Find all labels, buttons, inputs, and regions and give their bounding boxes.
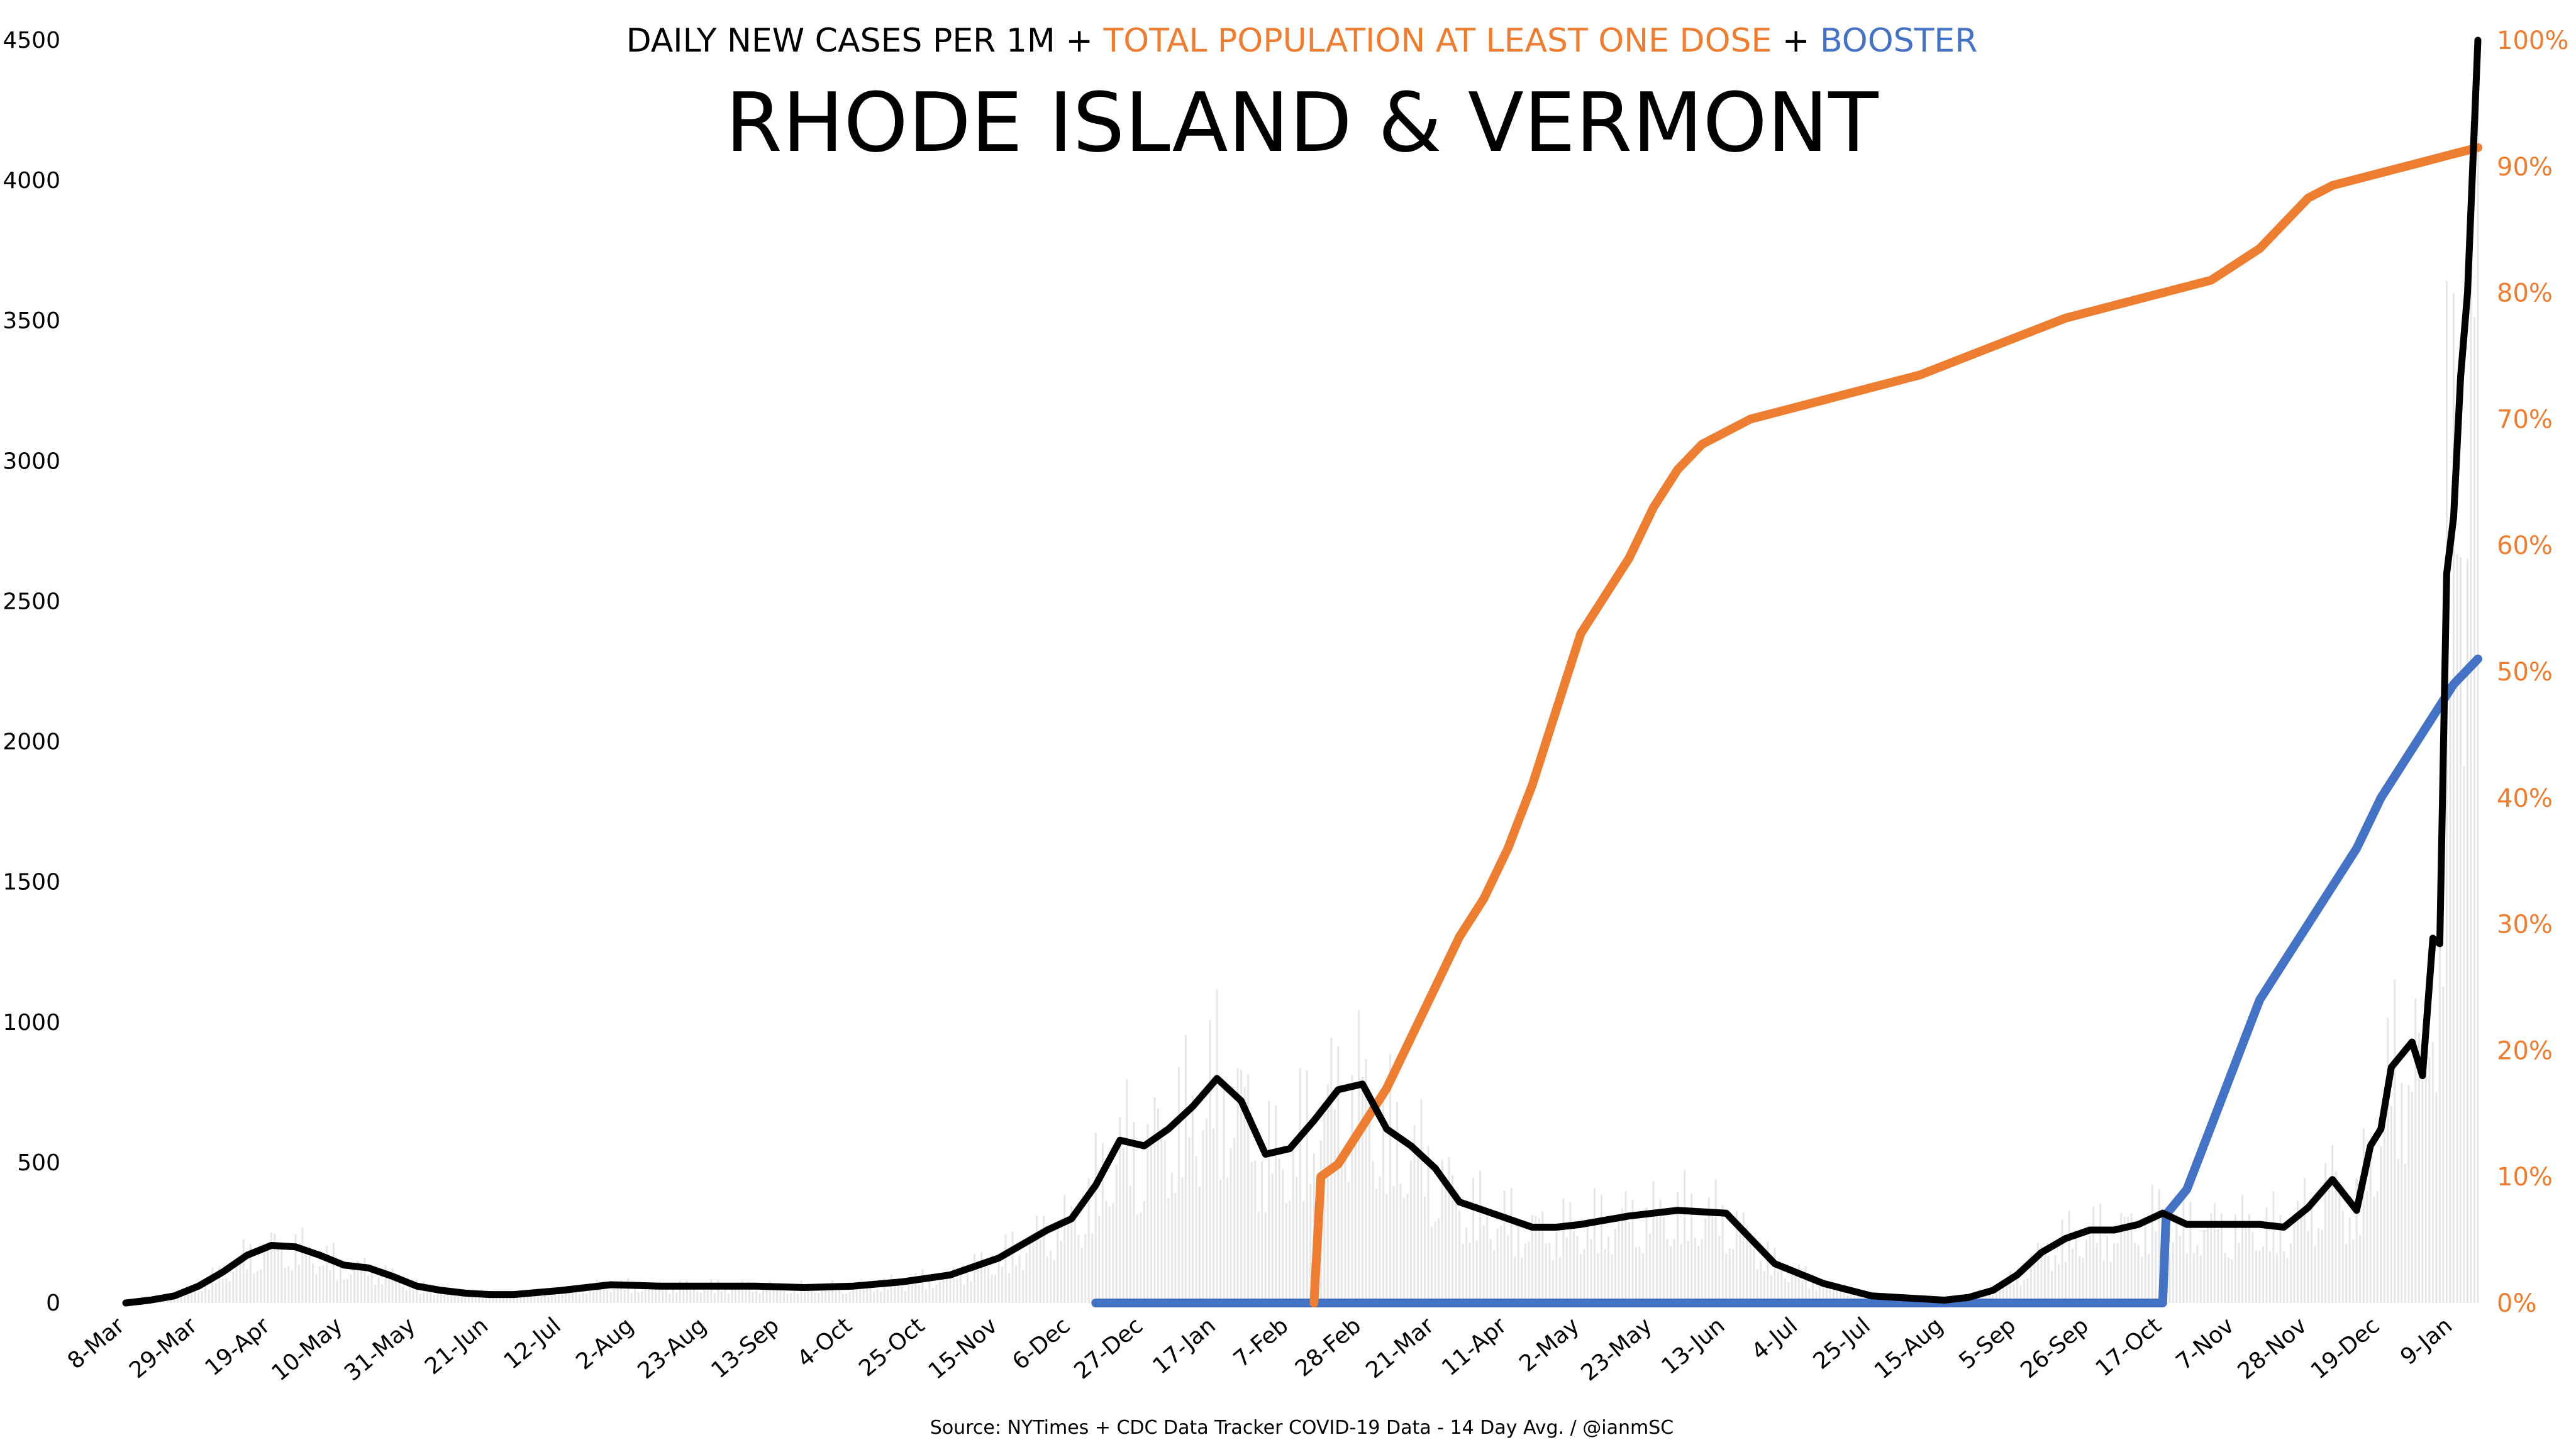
y-right-tick-label: 40% bbox=[2497, 784, 2553, 813]
x-tick-label: 4-Oct bbox=[792, 1312, 857, 1372]
x-tick-label: 28-Feb bbox=[1291, 1312, 1366, 1382]
dose-series-line bbox=[1309, 143, 2482, 1307]
x-tick-label: 29-Mar bbox=[125, 1312, 203, 1383]
y-right-tick-label: 20% bbox=[2497, 1036, 2553, 1065]
y-left-tick-label: 2000 bbox=[3, 729, 60, 755]
y-axis-left: 0 500 1000 1500 2000 2500 3000 3500 4000 4500 bbox=[3, 28, 60, 1316]
chart-source: Source: NYTimes + CDC Data Tracker COVID… bbox=[930, 1417, 1674, 1439]
daily-bars bbox=[128, 40, 2479, 1303]
x-tick-label: 15-Aug bbox=[1870, 1312, 1948, 1384]
x-tick-label: 8-Mar bbox=[63, 1312, 130, 1374]
x-tick-label: 15-Nov bbox=[924, 1312, 1002, 1384]
y-right-tick-label: 30% bbox=[2497, 911, 2553, 939]
y-left-tick-label: 3000 bbox=[3, 448, 60, 474]
y-right-tick-label: 10% bbox=[2497, 1163, 2553, 1192]
x-tick-label: 10-May bbox=[267, 1312, 347, 1386]
y-left-tick-label: 4000 bbox=[3, 168, 60, 194]
x-tick-label: 5-Sep bbox=[1954, 1312, 2021, 1374]
x-tick-label: 4-Jul bbox=[1747, 1312, 1803, 1365]
y-right-tick-label: 90% bbox=[2497, 153, 2553, 182]
x-tick-label: 21-Mar bbox=[1361, 1312, 1439, 1383]
x-tick-label: 25-Jul bbox=[1809, 1312, 1875, 1374]
chart-title: RHODE ISLAND & VERMONT bbox=[725, 75, 1879, 170]
x-tick-label: 27-Dec bbox=[1069, 1312, 1148, 1384]
x-tick-label: 13-Jun bbox=[1657, 1312, 1729, 1380]
supertitle-part: TOTAL POPULATION AT LEAST ONE DOSE bbox=[1102, 22, 1772, 60]
booster-series-line bbox=[1091, 654, 2482, 1307]
x-tick-label: 26-Sep bbox=[2016, 1312, 2093, 1383]
x-tick-label: 19-Apr bbox=[201, 1312, 275, 1381]
x-tick-label: 11-Apr bbox=[1437, 1312, 1512, 1381]
y-left-tick-label: 4500 bbox=[3, 28, 60, 53]
y-axis-right: 0% 10% 20% 30% 40% 50% 60% 70% 80% 90% 100% bbox=[2497, 26, 2568, 1318]
x-tick-label: 2-May bbox=[1514, 1312, 1584, 1377]
supertitle-part: DAILY NEW CASES PER 1M bbox=[626, 22, 1055, 60]
x-tick-label: 13-Sep bbox=[706, 1312, 784, 1383]
y-right-tick-label: 60% bbox=[2497, 531, 2553, 560]
x-tick-label: 6-Dec bbox=[1008, 1312, 1075, 1375]
x-tick-label: 23-Aug bbox=[633, 1312, 711, 1384]
y-right-tick-label: 50% bbox=[2497, 658, 2553, 687]
x-tick-label: 2-Aug bbox=[571, 1312, 638, 1375]
x-tick-label: 25-Oct bbox=[854, 1312, 930, 1382]
y-left-tick-label: 1500 bbox=[3, 870, 60, 895]
x-tick-label: 17-Oct bbox=[2091, 1312, 2167, 1382]
chart-supertitle: DAILY NEW CASES PER 1M + TOTAL POPULATIO… bbox=[626, 22, 1978, 60]
cases-series-line bbox=[122, 36, 2482, 1307]
x-tick-label: 9-Jan bbox=[2396, 1312, 2457, 1370]
y-right-tick-label: 0% bbox=[2497, 1289, 2536, 1318]
y-left-tick-label: 1000 bbox=[3, 1010, 60, 1036]
y-left-tick-label: 3500 bbox=[3, 308, 60, 334]
x-tick-label: 7-Nov bbox=[2172, 1312, 2240, 1375]
x-tick-label: 21-Jun bbox=[420, 1312, 493, 1380]
supertitle-part: BOOSTER bbox=[1820, 22, 1977, 60]
supertitle-part: + bbox=[1055, 22, 1104, 60]
x-tick-label: 31-May bbox=[340, 1312, 420, 1386]
y-right-tick-label: 80% bbox=[2497, 279, 2553, 308]
x-tick-label: 12-Jul bbox=[499, 1312, 566, 1374]
y-left-tick-label: 2500 bbox=[3, 589, 60, 614]
series-lines bbox=[122, 36, 2482, 1307]
supertitle-part: + bbox=[1772, 22, 1820, 60]
y-left-tick-label: 500 bbox=[17, 1150, 60, 1176]
x-tick-label: 23-May bbox=[1576, 1312, 1657, 1386]
y-left-tick-label: 0 bbox=[46, 1290, 60, 1316]
x-tick-label: 28-Nov bbox=[2233, 1312, 2312, 1384]
x-tick-label: 7-Feb bbox=[1229, 1312, 1294, 1372]
x-tick-label: 19-Dec bbox=[2306, 1312, 2385, 1384]
y-right-tick-label: 100% bbox=[2497, 26, 2568, 55]
y-right-tick-label: 70% bbox=[2497, 405, 2553, 434]
x-tick-label: 17-Jan bbox=[1148, 1312, 1220, 1379]
